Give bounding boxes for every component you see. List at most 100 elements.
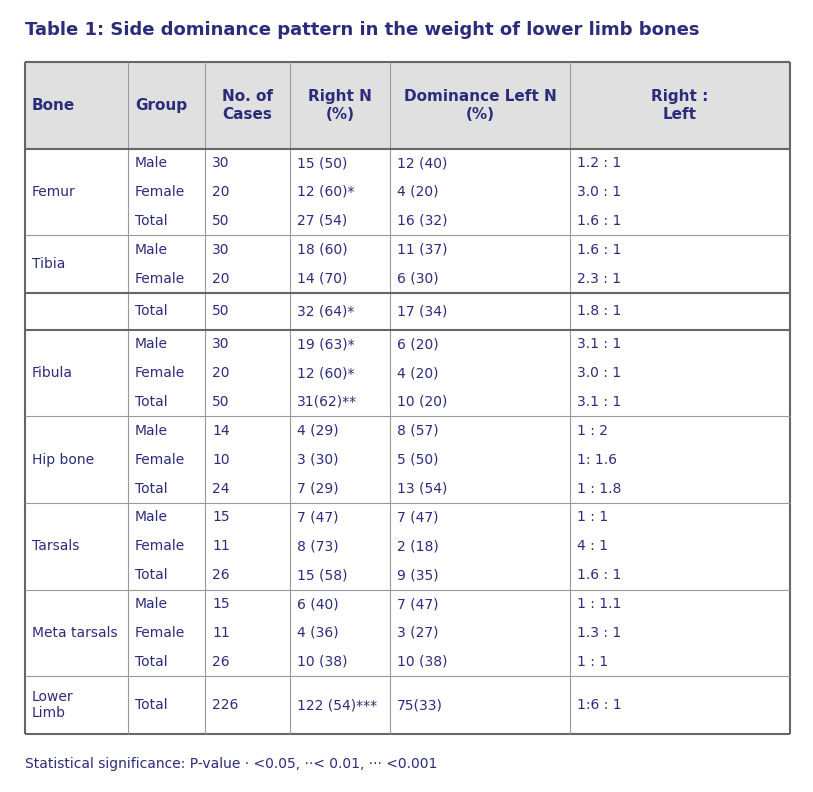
Text: 31(62)**: 31(62)** bbox=[297, 395, 357, 409]
Text: 26: 26 bbox=[212, 655, 229, 668]
Text: 3 (27): 3 (27) bbox=[397, 626, 438, 640]
Text: Male: Male bbox=[135, 510, 168, 524]
Text: Female: Female bbox=[135, 185, 185, 199]
Text: 7 (47): 7 (47) bbox=[297, 510, 338, 524]
Text: 1 : 1.1: 1 : 1.1 bbox=[577, 597, 621, 611]
Text: 1.6 : 1: 1.6 : 1 bbox=[577, 242, 621, 257]
Text: 16 (32): 16 (32) bbox=[397, 214, 447, 228]
Text: Hip bone: Hip bone bbox=[32, 453, 94, 466]
Text: 50: 50 bbox=[212, 395, 229, 409]
Text: Bone: Bone bbox=[32, 98, 76, 112]
Text: 2.3 : 1: 2.3 : 1 bbox=[577, 272, 621, 286]
Text: 15: 15 bbox=[212, 510, 229, 524]
Text: 30: 30 bbox=[212, 156, 229, 170]
Text: Lower
Limb: Lower Limb bbox=[32, 690, 74, 720]
Text: 14 (70): 14 (70) bbox=[297, 272, 347, 286]
Text: 11 (37): 11 (37) bbox=[397, 242, 447, 257]
Text: 9 (35): 9 (35) bbox=[397, 568, 439, 582]
Text: 1 : 2: 1 : 2 bbox=[577, 424, 608, 438]
Text: 1 : 1: 1 : 1 bbox=[577, 655, 608, 668]
Text: 19 (63)*: 19 (63)* bbox=[297, 337, 354, 351]
Text: 20: 20 bbox=[212, 366, 229, 380]
Text: 3.1 : 1: 3.1 : 1 bbox=[577, 395, 621, 409]
Text: 6 (20): 6 (20) bbox=[397, 337, 439, 351]
Text: 50: 50 bbox=[212, 214, 229, 228]
Text: 1.3 : 1: 1.3 : 1 bbox=[577, 626, 621, 640]
Text: 226: 226 bbox=[212, 698, 238, 712]
Text: Male: Male bbox=[135, 337, 168, 351]
Text: Dominance Left N
(%): Dominance Left N (%) bbox=[403, 89, 556, 121]
Text: 4 (20): 4 (20) bbox=[397, 185, 438, 199]
Text: Male: Male bbox=[135, 424, 168, 438]
Text: 24: 24 bbox=[212, 482, 229, 496]
Text: 32 (64)*: 32 (64)* bbox=[297, 304, 354, 318]
Text: 10 (38): 10 (38) bbox=[397, 655, 447, 668]
Text: 12 (40): 12 (40) bbox=[397, 156, 447, 170]
Text: 1 : 1: 1 : 1 bbox=[577, 510, 608, 524]
Text: 7 (29): 7 (29) bbox=[297, 482, 339, 496]
Text: Total: Total bbox=[135, 568, 167, 582]
Bar bbox=[25, 62, 790, 149]
Text: 122 (54)***: 122 (54)*** bbox=[297, 698, 377, 712]
Text: 30: 30 bbox=[212, 337, 229, 351]
Text: 11: 11 bbox=[212, 539, 230, 554]
Text: 4 (20): 4 (20) bbox=[397, 366, 438, 380]
Text: Male: Male bbox=[135, 242, 168, 257]
Text: Female: Female bbox=[135, 453, 185, 466]
Text: 15 (58): 15 (58) bbox=[297, 568, 347, 582]
Text: 3.0 : 1: 3.0 : 1 bbox=[577, 185, 621, 199]
Text: 1:6 : 1: 1:6 : 1 bbox=[577, 698, 622, 712]
Text: 3 (30): 3 (30) bbox=[297, 453, 338, 466]
Text: Total: Total bbox=[135, 482, 167, 496]
Text: 75(33): 75(33) bbox=[397, 698, 443, 712]
Text: 8 (73): 8 (73) bbox=[297, 539, 339, 554]
Text: Statistical significance: P-value · <0.05, ··< 0.01, ··· <0.001: Statistical significance: P-value · <0.0… bbox=[25, 757, 437, 771]
Text: 30: 30 bbox=[212, 242, 229, 257]
Text: 1 : 1.8: 1 : 1.8 bbox=[577, 482, 621, 496]
Text: 12 (60)*: 12 (60)* bbox=[297, 366, 354, 380]
Text: 5 (50): 5 (50) bbox=[397, 453, 438, 466]
Text: 3.1 : 1: 3.1 : 1 bbox=[577, 337, 621, 351]
Text: Total: Total bbox=[135, 395, 167, 409]
Text: 3.0 : 1: 3.0 : 1 bbox=[577, 366, 621, 380]
Text: Male: Male bbox=[135, 156, 168, 170]
Text: 13 (54): 13 (54) bbox=[397, 482, 447, 496]
Text: Tarsals: Tarsals bbox=[32, 539, 80, 554]
Text: Right N
(%): Right N (%) bbox=[308, 89, 372, 121]
Text: 12 (60)*: 12 (60)* bbox=[297, 185, 354, 199]
Text: Female: Female bbox=[135, 272, 185, 286]
Text: 6 (40): 6 (40) bbox=[297, 597, 339, 611]
Text: Femur: Femur bbox=[32, 185, 76, 199]
Text: 4 : 1: 4 : 1 bbox=[577, 539, 608, 554]
Text: Female: Female bbox=[135, 539, 185, 554]
Text: 11: 11 bbox=[212, 626, 230, 640]
Text: 18 (60): 18 (60) bbox=[297, 242, 348, 257]
Text: 1: 1.6: 1: 1.6 bbox=[577, 453, 617, 466]
Text: Right :
Left: Right : Left bbox=[651, 89, 709, 121]
Text: Female: Female bbox=[135, 366, 185, 380]
Text: Total: Total bbox=[135, 304, 167, 318]
Text: 8 (57): 8 (57) bbox=[397, 424, 439, 438]
Text: 4 (29): 4 (29) bbox=[297, 424, 339, 438]
Text: Fibula: Fibula bbox=[32, 366, 73, 380]
Text: 15: 15 bbox=[212, 597, 229, 611]
Text: Total: Total bbox=[135, 214, 167, 228]
Text: 20: 20 bbox=[212, 185, 229, 199]
Text: No. of
Cases: No. of Cases bbox=[222, 89, 273, 121]
Text: 7 (47): 7 (47) bbox=[397, 510, 438, 524]
Text: 14: 14 bbox=[212, 424, 229, 438]
Text: 1.2 : 1: 1.2 : 1 bbox=[577, 156, 621, 170]
Text: 27 (54): 27 (54) bbox=[297, 214, 347, 228]
Text: Total: Total bbox=[135, 655, 167, 668]
Text: 4 (36): 4 (36) bbox=[297, 626, 339, 640]
Text: 50: 50 bbox=[212, 304, 229, 318]
Text: 10 (38): 10 (38) bbox=[297, 655, 347, 668]
Text: 2 (18): 2 (18) bbox=[397, 539, 439, 554]
Text: Tibia: Tibia bbox=[32, 257, 65, 271]
Text: 20: 20 bbox=[212, 272, 229, 286]
Text: Table 1: Side dominance pattern in the weight of lower limb bones: Table 1: Side dominance pattern in the w… bbox=[25, 21, 699, 39]
Text: 10 (20): 10 (20) bbox=[397, 395, 447, 409]
Text: 1.6 : 1: 1.6 : 1 bbox=[577, 214, 621, 228]
Text: Female: Female bbox=[135, 626, 185, 640]
Text: 10: 10 bbox=[212, 453, 229, 466]
